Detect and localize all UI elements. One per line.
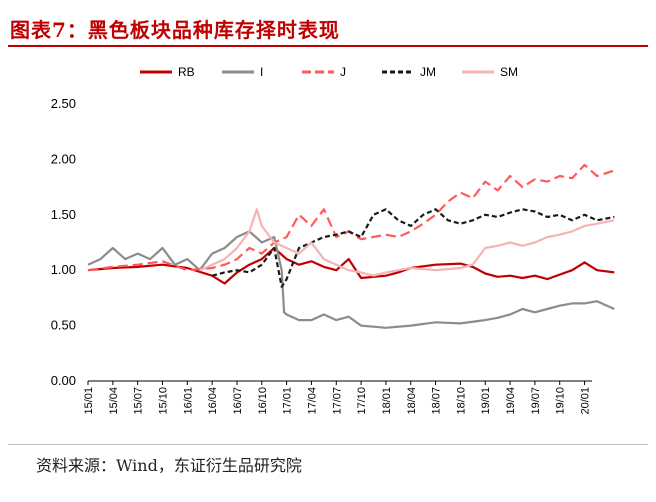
- y-tick-label: 1.00: [51, 262, 76, 277]
- x-tick-label: 16/10: [257, 387, 269, 415]
- x-tick-label: 19/07: [530, 387, 542, 415]
- x-tick-label: 18/04: [406, 387, 418, 415]
- x-tick-label: 15/01: [83, 387, 95, 415]
- series-line-j: [87, 163, 615, 272]
- x-tick-label: 17/07: [331, 387, 343, 415]
- x-tick-label: 20/01: [580, 387, 592, 415]
- footer-divider: [8, 444, 648, 445]
- x-tick-label: 18/01: [381, 387, 393, 415]
- title-divider: [8, 45, 648, 47]
- figure-title: 图表7：黑色板块品种库存择时表现: [10, 18, 340, 42]
- series-line-i: [87, 230, 615, 329]
- x-tick-label: 17/01: [282, 387, 294, 415]
- x-tick-label: 15/04: [108, 387, 120, 415]
- y-tick-label: 1.50: [51, 207, 76, 222]
- y-tick-label: 2.50: [51, 96, 76, 111]
- legend-label-i: I: [260, 65, 263, 79]
- x-tick-label: 15/10: [157, 387, 169, 415]
- series-line-jm: [211, 208, 615, 288]
- x-tick-label: 15/07: [133, 387, 145, 415]
- x-tick-label: 18/10: [455, 387, 467, 415]
- y-tick-label: 0.00: [51, 373, 76, 388]
- legend-label-j: J: [340, 65, 346, 79]
- x-tick-label: 19/01: [480, 387, 492, 415]
- series-line-sm: [199, 208, 615, 277]
- x-tick-label: 16/04: [207, 387, 219, 415]
- legend-label-rb: RB: [178, 65, 195, 79]
- y-tick-label: 2.00: [51, 151, 76, 166]
- x-tick-label: 16/01: [182, 387, 194, 415]
- legend-label-jm: JM: [420, 65, 436, 79]
- x-tick-label: 17/10: [356, 387, 368, 415]
- x-tick-label: 18/07: [431, 387, 443, 415]
- x-tick-label: 17/04: [306, 387, 318, 415]
- source-note: 资料来源：Wind，东证衍生品研究院: [36, 456, 302, 475]
- x-tick-label: 19/04: [505, 387, 517, 415]
- y-tick-label: 0.50: [51, 318, 76, 333]
- x-tick-label: 19/10: [555, 387, 567, 415]
- x-tick-label: 16/07: [232, 387, 244, 415]
- legend-label-sm: SM: [500, 65, 518, 79]
- series-line-rb: [87, 246, 615, 285]
